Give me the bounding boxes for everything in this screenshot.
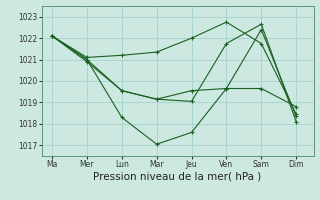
X-axis label: Pression niveau de la mer( hPa ): Pression niveau de la mer( hPa )	[93, 172, 262, 182]
